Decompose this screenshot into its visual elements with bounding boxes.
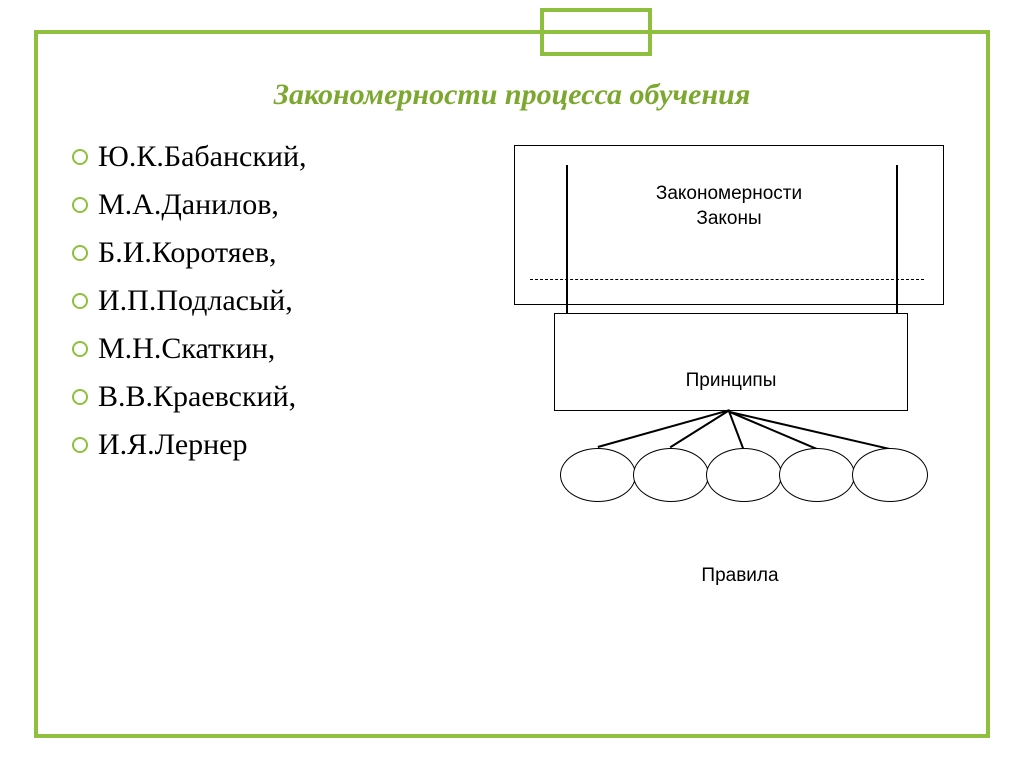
diagram-label-top2: Законы bbox=[514, 208, 944, 230]
bullet-marker-icon bbox=[72, 293, 88, 309]
author-name: Б.И.Коротяев, bbox=[98, 236, 277, 270]
author-list-item: Ю.К.Бабанский, bbox=[72, 140, 307, 174]
slide-title: Закономерности процесса обучения bbox=[0, 78, 1024, 112]
author-list-item: М.Н.Скаткин, bbox=[72, 332, 307, 366]
author-list-item: И.Я.Лернер bbox=[72, 428, 307, 462]
bullet-marker-icon bbox=[72, 197, 88, 213]
diagram-label-top1: Закономерности bbox=[514, 183, 944, 205]
author-name: М.Н.Скаткин, bbox=[98, 332, 275, 366]
author-list-item: Б.И.Коротяев, bbox=[72, 236, 307, 270]
author-list-item: И.П.Подласый, bbox=[72, 284, 307, 318]
bullet-marker-icon bbox=[72, 149, 88, 165]
bullet-marker-icon bbox=[72, 389, 88, 405]
diagram-rule-ellipse bbox=[779, 448, 855, 502]
author-name: В.В.Краевский, bbox=[98, 380, 296, 414]
author-list: Ю.К.Бабанский, М.А.Данилов, Б.И.Коротяев, И… bbox=[72, 140, 307, 476]
author-list-item: М.А.Данилов, bbox=[72, 188, 307, 222]
author-list-item: В.В.Краевский, bbox=[72, 380, 307, 414]
diagram-front-box bbox=[554, 313, 908, 411]
diagram-connector bbox=[670, 410, 730, 448]
diagram-rule-ellipse bbox=[706, 448, 782, 502]
diagram-rule-ellipse bbox=[560, 448, 636, 502]
author-name: М.А.Данилов, bbox=[98, 188, 279, 222]
author-name: И.П.Подласый, bbox=[98, 284, 293, 318]
author-name: И.Я.Лернер bbox=[98, 428, 248, 462]
hierarchy-diagram: Закономерности Законы Принципы Правила bbox=[510, 145, 970, 625]
diagram-connector bbox=[730, 411, 890, 450]
bullet-marker-icon bbox=[72, 341, 88, 357]
diagram-rule-ellipse bbox=[852, 448, 928, 502]
diagram-connector bbox=[598, 409, 730, 448]
diagram-rule-ellipse bbox=[633, 448, 709, 502]
bullet-marker-icon bbox=[72, 245, 88, 261]
diagram-label-bottom: Правила bbox=[510, 565, 970, 587]
diagram-label-middle: Принципы bbox=[554, 370, 908, 392]
diagram-dashed-divider bbox=[530, 279, 924, 280]
bullet-marker-icon bbox=[72, 437, 88, 453]
author-name: Ю.К.Бабанский, bbox=[98, 140, 307, 174]
